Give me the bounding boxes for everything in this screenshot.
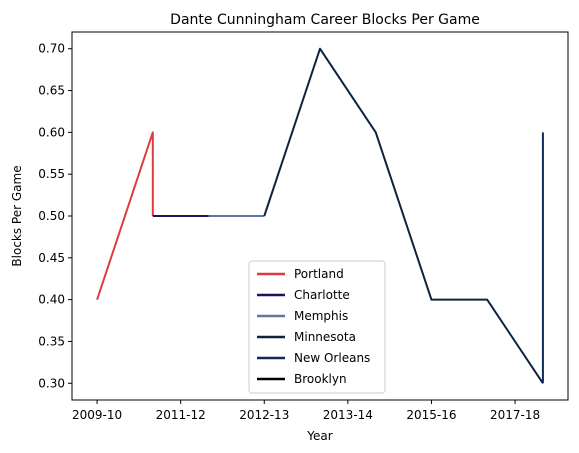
x-tick-label: 2017-18 bbox=[490, 408, 540, 422]
y-tick-label: 0.65 bbox=[38, 84, 65, 98]
chart-title: Dante Cunningham Career Blocks Per Game bbox=[170, 12, 480, 28]
x-tick-label: 2011-12 bbox=[156, 408, 206, 422]
plot-area bbox=[96, 47, 544, 384]
legend-label: New Orleans bbox=[294, 351, 370, 365]
series-line-portland bbox=[96, 131, 154, 300]
legend-label: Charlotte bbox=[294, 288, 350, 302]
y-axis: 0.30 0.35 0.40 0.45 0.50 0.55 0.60 0.65 0.70 bbox=[38, 42, 72, 390]
y-tick-label: 0.40 bbox=[38, 293, 65, 307]
legend-label: Portland bbox=[294, 267, 344, 281]
x-tick-label: 2013-14 bbox=[323, 408, 373, 422]
y-tick-label: 0.45 bbox=[38, 251, 65, 265]
y-axis-label: Blocks Per Game bbox=[10, 165, 24, 266]
legend: Portland Charlotte Memphis Minnesota New Orl… bbox=[248, 260, 386, 394]
y-tick-label: 0.60 bbox=[38, 125, 65, 139]
y-tick-label: 0.30 bbox=[38, 376, 65, 390]
x-tick-label: 2015-16 bbox=[406, 408, 456, 422]
y-tick-label: 0.55 bbox=[38, 167, 65, 181]
legend-label: Brooklyn bbox=[294, 372, 347, 386]
legend-label: Memphis bbox=[294, 309, 348, 323]
x-tick-label: 2012-13 bbox=[239, 408, 289, 422]
legend-label: Minnesota bbox=[294, 330, 356, 344]
y-tick-label: 0.50 bbox=[38, 209, 65, 223]
y-tick-label: 0.70 bbox=[38, 42, 65, 56]
x-tick-label: 2009-10 bbox=[72, 408, 122, 422]
series-line-minnesota bbox=[263, 47, 544, 384]
x-axis-label: Year bbox=[306, 429, 332, 443]
x-axis: 2009-10 2011-12 2012-13 2013-14 2015-16 2017-… bbox=[72, 400, 540, 422]
y-tick-label: 0.35 bbox=[38, 334, 65, 348]
